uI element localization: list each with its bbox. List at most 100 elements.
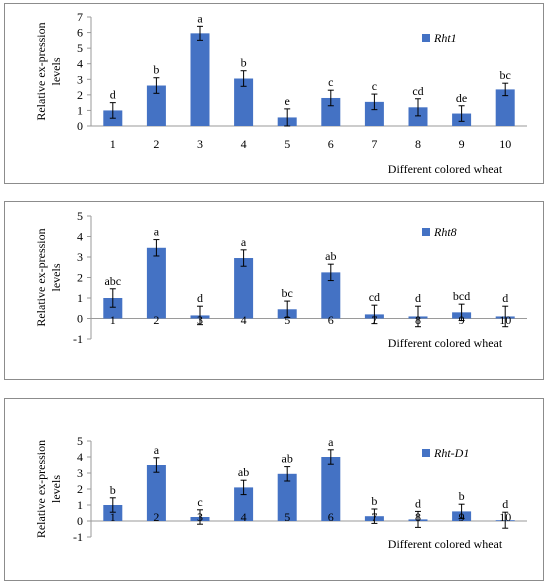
bar	[146, 85, 166, 126]
significance-label: a	[154, 443, 160, 457]
y-tick-label: 0	[77, 514, 83, 528]
y-tick-label: 4	[77, 57, 83, 71]
significance-label: b	[459, 489, 465, 503]
y-tick-label: 3	[77, 466, 83, 480]
significance-label: cd	[412, 84, 423, 98]
significance-label: de	[456, 91, 467, 105]
chart-panel-rht8: -1 0 1 2 3 4 5 Relative ex-pression levels abc 1 a 2…	[4, 201, 544, 380]
bar	[190, 33, 210, 126]
y-tick-label: 4	[77, 230, 83, 244]
y-tick-label: 2	[77, 88, 83, 102]
bar	[234, 78, 254, 126]
significance-label: d	[502, 497, 508, 511]
x-tick-label: 5	[284, 137, 290, 151]
x-tick-label: 7	[371, 313, 377, 327]
y-tick-label: 5	[77, 209, 83, 223]
x-tick-label: 6	[328, 313, 334, 327]
x-tick-label: 9	[459, 137, 465, 151]
x-tick-label: 5	[284, 313, 290, 327]
x-tick-label: 2	[153, 510, 159, 524]
y-tick-label: 4	[77, 450, 83, 464]
significance-label: bcd	[453, 289, 470, 303]
x-tick-label: 9	[459, 313, 465, 327]
y-tick-label: 6	[77, 26, 83, 40]
x-tick-label: 3	[197, 137, 203, 151]
x-tick-label: 3	[197, 510, 203, 524]
significance-label: c	[372, 79, 377, 93]
y-tick-label: 0	[77, 312, 83, 326]
legend-swatch	[422, 449, 430, 457]
y-tick-label: 5	[77, 434, 83, 448]
bar	[103, 298, 123, 319]
x-tick-label: 4	[241, 313, 247, 327]
x-tick-label: 3	[197, 313, 203, 327]
significance-label: ab	[325, 249, 336, 263]
x-tick-label: 10	[499, 313, 511, 327]
y-tick-label: 7	[77, 10, 83, 24]
significance-label: d	[197, 291, 203, 305]
x-tick-label: 10	[499, 510, 511, 524]
significance-label: ab	[238, 465, 249, 479]
legend-swatch	[422, 228, 430, 236]
y-tick-label: 2	[77, 482, 83, 496]
x-tick-label: 9	[459, 510, 465, 524]
x-tick-label: 8	[415, 137, 421, 151]
y-tick-label: 1	[77, 103, 83, 117]
x-tick-label: 4	[241, 137, 247, 151]
y-tick-label: -1	[73, 332, 83, 346]
legend-label: Rht-D1	[433, 446, 469, 460]
y-tick-label: 1	[77, 291, 83, 305]
significance-label: d	[502, 291, 508, 305]
x-tick-label: 1	[110, 313, 116, 327]
x-tick-label: 6	[328, 137, 334, 151]
significance-label: c	[328, 75, 333, 89]
x-tick-label: 7	[371, 137, 377, 151]
significance-label: d	[415, 496, 421, 510]
significance-label: e	[285, 94, 290, 108]
significance-label: abc	[104, 274, 121, 288]
significance-label: b	[153, 63, 159, 77]
y-tick-label: 5	[77, 41, 83, 55]
legend-swatch	[422, 34, 430, 42]
x-axis-title: Different colored wheat	[388, 537, 503, 551]
y-axis-title: Relative ex-pression	[34, 22, 48, 120]
significance-label: a	[328, 435, 334, 449]
y-tick-label: -1	[73, 530, 83, 544]
significance-label: d	[415, 291, 421, 305]
legend-label: Rht1	[433, 31, 457, 45]
legend-label: Rht8	[433, 225, 457, 239]
bar	[234, 258, 254, 319]
bar	[146, 465, 166, 521]
significance-label: b	[241, 56, 247, 70]
x-tick-label: 10	[499, 137, 511, 151]
x-tick-label: 2	[153, 137, 159, 151]
bar	[364, 101, 384, 126]
bar	[408, 107, 428, 126]
x-tick-label: 8	[415, 313, 421, 327]
x-axis-title: Different colored wheat	[388, 336, 503, 350]
x-tick-label: 6	[328, 510, 334, 524]
y-axis-title: Relative ex-pression	[34, 440, 48, 538]
chart-panel-rht-d1: -1 0 1 2 3 4 5 Relative ex-pression levels b 1 a 2 c 3…	[4, 398, 544, 581]
y-axis-title: Relative ex-pression	[34, 228, 48, 326]
y-axis-title-line2: levels	[49, 263, 63, 291]
y-tick-label: 2	[77, 271, 83, 285]
y-tick-label: 3	[77, 72, 83, 86]
bar	[234, 487, 254, 521]
x-tick-label: 4	[241, 510, 247, 524]
y-axis-title-line2: levels	[49, 57, 63, 85]
bar	[103, 505, 123, 521]
x-tick-label: 1	[110, 510, 116, 524]
bar	[321, 272, 341, 319]
x-tick-label: 7	[371, 510, 377, 524]
y-tick-label: 0	[77, 119, 83, 133]
significance-label: a	[197, 11, 203, 25]
x-tick-label: 5	[284, 510, 290, 524]
bar	[321, 457, 341, 521]
x-tick-label: 1	[110, 137, 116, 151]
significance-label: b	[110, 483, 116, 497]
significance-label: ab	[282, 452, 293, 466]
bar	[146, 247, 166, 319]
